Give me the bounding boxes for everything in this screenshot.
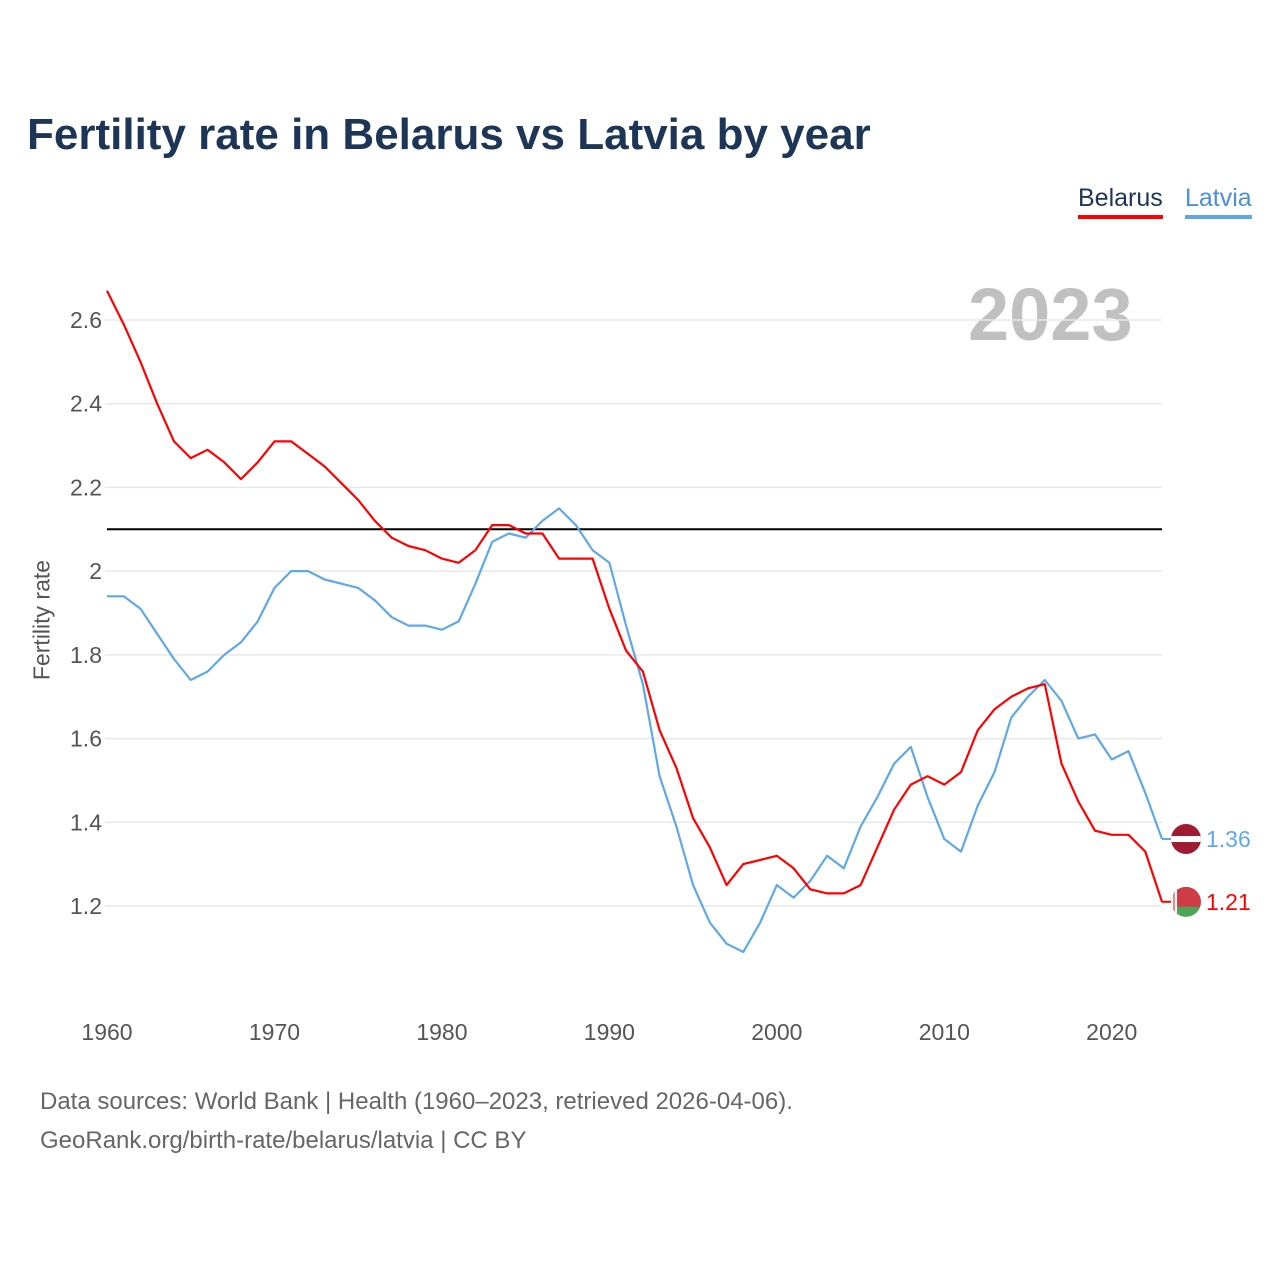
legend-belarus[interactable]: Belarus — [1078, 184, 1163, 219]
x-tick-label: 2000 — [751, 1019, 802, 1045]
y-tick-label: 1.8 — [70, 642, 102, 668]
y-tick-label: 2.2 — [70, 474, 102, 500]
end-value-label-belarus: 1.21 — [1206, 889, 1251, 915]
x-tick-label: 2020 — [1086, 1019, 1137, 1045]
year-label: 2023 — [968, 273, 1133, 356]
footer-sources: Data sources: World Bank | Health (1960–… — [40, 1088, 793, 1115]
y-tick-label: 2.6 — [70, 307, 102, 333]
x-tick-label: 1980 — [416, 1019, 467, 1045]
latvia-flag-icon — [1171, 824, 1201, 855]
x-tick-label: 1990 — [584, 1019, 635, 1045]
y-tick-label: 2 — [89, 558, 102, 584]
chart-title: Fertility rate in Belarus vs Latvia by y… — [27, 110, 871, 159]
y-tick-label: 1.2 — [70, 893, 102, 919]
footer-link[interactable]: GeoRank.org/birth-rate/belarus/latvia | … — [40, 1127, 527, 1154]
series-line-latvia — [107, 507, 1164, 954]
belarus-flag-icon — [1171, 886, 1201, 917]
x-tick-label: 1970 — [249, 1019, 300, 1045]
y-tick-label: 1.6 — [70, 726, 102, 752]
y-tick-label: 2.4 — [70, 391, 102, 417]
x-tick-label: 2010 — [919, 1019, 970, 1045]
series-line-belarus — [106, 290, 1164, 903]
legend-latvia[interactable]: Latvia — [1185, 184, 1252, 219]
x-tick-label: 1960 — [81, 1019, 132, 1045]
y-tick-label: 1.4 — [70, 809, 102, 835]
end-value-label-latvia: 1.36 — [1206, 826, 1251, 852]
